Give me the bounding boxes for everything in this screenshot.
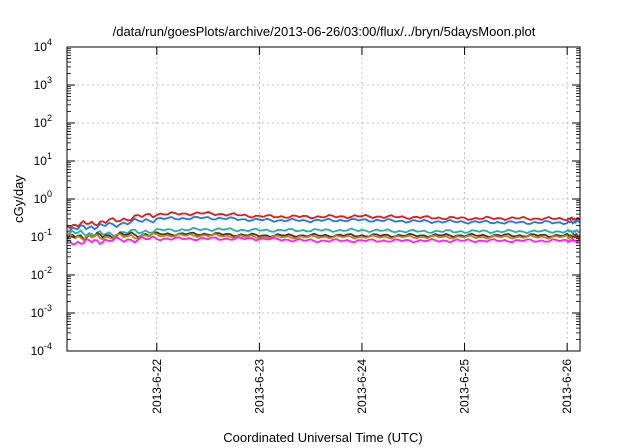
y-tick-label: 102 (34, 113, 52, 130)
series-group (66, 210, 581, 246)
y-tick-label: 10-3 (31, 303, 52, 320)
series-line-2 (66, 215, 581, 233)
series-line-1 (66, 210, 581, 229)
x-tick-label: 2013-6-24 (355, 359, 369, 414)
y-tick-label: 100 (34, 189, 52, 206)
x-tick-label: 2013-6-26 (560, 359, 574, 414)
series-line-6 (66, 235, 581, 246)
series-line-5 (66, 232, 581, 241)
y-tick-label: 10-4 (31, 341, 52, 358)
y-tick-label: 10-1 (31, 227, 52, 244)
x-tick-labels: 2013-6-22 2013-6-23 2013-6-24 2013-6-25 2013… (150, 359, 574, 414)
y-tick-label: 103 (34, 75, 52, 92)
x-tick-label: 2013-6-25 (458, 359, 472, 414)
chart-title: /data/run/goesPlots/archive/2013-06-26/0… (113, 24, 536, 39)
y-tick-label: 104 (34, 37, 52, 54)
y-tick-labels: 10-4 10-3 10-2 10-1 100 101 102 103 104 (31, 37, 52, 358)
series-line-3 (66, 226, 581, 237)
grid (67, 47, 580, 351)
ticks (67, 46, 580, 352)
y-tick-label: 101 (34, 151, 52, 168)
x-tick-label: 2013-6-23 (252, 359, 266, 414)
y-tick-label: 10-2 (31, 265, 52, 282)
y-axis-label: cGy/day (11, 175, 26, 223)
x-axis-label: Coordinated Universal Time (UTC) (223, 430, 422, 445)
x-tick-label: 2013-6-22 (150, 359, 164, 414)
